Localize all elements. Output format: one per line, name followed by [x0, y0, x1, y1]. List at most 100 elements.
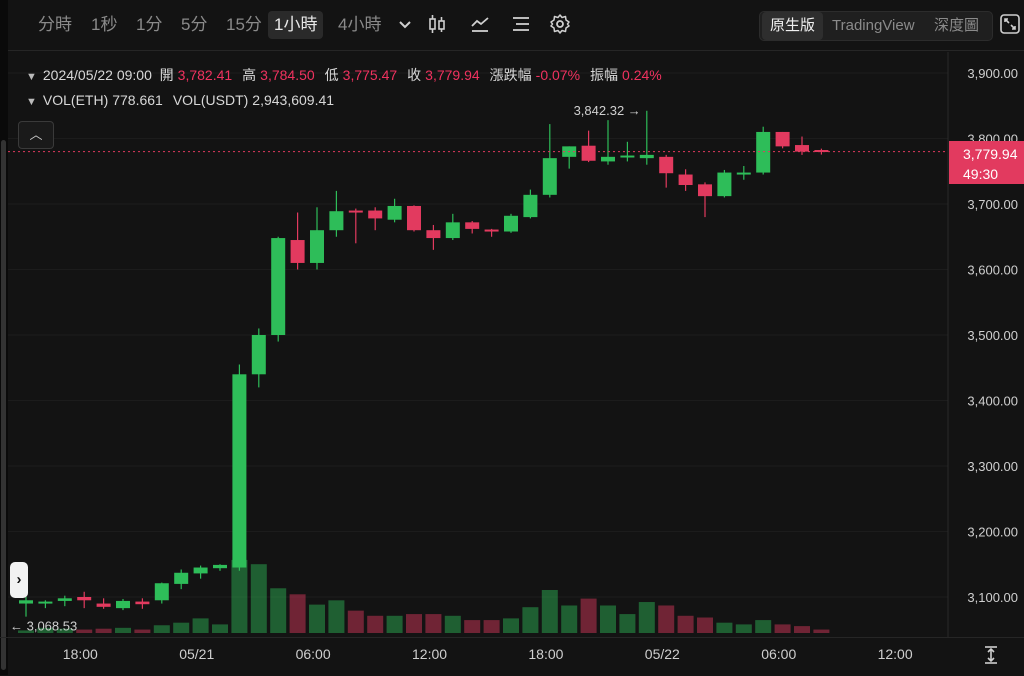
volume-bar	[561, 605, 578, 633]
interval-tab[interactable]: 15分	[226, 15, 262, 34]
indicator-icon[interactable]	[469, 13, 491, 35]
volume-bar	[425, 614, 442, 633]
candle[interactable]	[154, 582, 169, 604]
candle[interactable]	[368, 207, 383, 231]
settings-gear-icon[interactable]	[549, 13, 571, 35]
menu-lines-icon[interactable]	[510, 13, 532, 35]
candle[interactable]	[523, 189, 538, 219]
chevron-down-icon[interactable]: ▼	[26, 96, 37, 108]
collapse-indicators-button[interactable]: ︿	[18, 121, 54, 149]
volume-bar	[212, 624, 228, 633]
candle-body	[814, 150, 829, 153]
candle[interactable]	[329, 190, 344, 237]
candle[interactable]	[736, 166, 751, 180]
candle[interactable]	[562, 146, 577, 169]
change-label: 漲跌幅	[489, 67, 532, 83]
fullscreen-icon[interactable]	[1000, 14, 1020, 34]
interval-tab[interactable]: 分時	[38, 15, 72, 34]
candle[interactable]	[542, 124, 557, 198]
volume-bar	[347, 610, 364, 633]
candle-body	[271, 238, 286, 335]
candle-body	[310, 230, 324, 263]
candle[interactable]	[659, 154, 674, 188]
candle[interactable]	[620, 141, 635, 162]
amplitude-value: 0.24%	[622, 67, 662, 83]
candle[interactable]	[465, 221, 480, 234]
interval-tab-active[interactable]: 1小時	[268, 11, 324, 39]
interval-tab[interactable]: 1分	[136, 15, 163, 34]
interval-tab[interactable]: 1秒	[91, 15, 118, 34]
interval-tab[interactable]: 4小時	[338, 15, 382, 34]
candle[interactable]	[19, 597, 33, 617]
candlestick-icon[interactable]	[426, 13, 448, 35]
candle[interactable]	[678, 169, 693, 191]
candle-body	[154, 583, 169, 601]
candle-body	[426, 230, 441, 239]
candle[interactable]	[174, 569, 189, 590]
candle[interactable]	[484, 228, 499, 237]
candle[interactable]	[77, 591, 92, 609]
candle-body	[542, 158, 557, 195]
candle[interactable]	[698, 182, 712, 218]
view-native-tab[interactable]: 原生版	[762, 12, 824, 40]
candle[interactable]	[407, 205, 421, 232]
view-depth-tab[interactable]: 深度圖	[934, 17, 980, 34]
candle-body	[116, 600, 130, 609]
candle[interactable]	[38, 600, 53, 609]
time-tick-label: 18:00	[62, 646, 98, 662]
time-axis[interactable]: 18:00 05/21 06:00 12:00 18:00 05/22 06:00 12:00	[0, 637, 1024, 676]
high-label: 高	[242, 67, 257, 83]
candle[interactable]	[445, 213, 460, 241]
candle[interactable]	[504, 213, 518, 233]
volume-bar	[115, 627, 131, 633]
candle-body	[523, 194, 538, 218]
candle[interactable]	[426, 224, 441, 250]
candle-body	[601, 156, 615, 162]
candle-body	[736, 172, 751, 175]
candle[interactable]	[795, 136, 809, 155]
chart-toolbar: 分時 1秒 1分 5分 15分 1小時 4小時 原生版 TradingView …	[8, 0, 1024, 51]
candle[interactable]	[310, 207, 324, 270]
candle-body	[193, 567, 208, 574]
candle[interactable]	[96, 598, 111, 609]
volume-bar	[386, 615, 403, 633]
volume-bar	[755, 620, 772, 633]
candle[interactable]	[193, 565, 208, 579]
interval-tab[interactable]: 5分	[181, 15, 208, 34]
candle[interactable]	[601, 120, 615, 165]
candle[interactable]	[116, 598, 130, 611]
time-tick-label: 05/21	[179, 646, 215, 662]
candle[interactable]	[814, 148, 829, 155]
candle-body	[174, 572, 189, 584]
candle[interactable]	[290, 212, 305, 270]
volume-bar	[56, 628, 73, 633]
candle[interactable]	[232, 364, 247, 571]
candle[interactable]	[271, 236, 286, 342]
candle[interactable]	[213, 564, 227, 571]
candle[interactable]	[387, 198, 402, 223]
candle[interactable]	[251, 328, 266, 388]
candle[interactable]	[639, 110, 654, 165]
candle[interactable]	[581, 130, 596, 163]
fit-screen-icon[interactable]	[982, 645, 1000, 665]
vol-usdt-label: VOL(USDT)	[172, 92, 249, 108]
candle[interactable]	[717, 169, 732, 198]
volume-bar	[173, 622, 190, 633]
candle-body	[659, 156, 674, 174]
candle-body	[96, 603, 111, 607]
volume-bar	[658, 605, 675, 633]
candle[interactable]	[348, 208, 363, 244]
chevron-down-icon[interactable]	[394, 13, 416, 35]
view-tradingview-tab[interactable]: TradingView	[832, 17, 915, 34]
candle-body	[639, 154, 654, 159]
expand-sidebar-button[interactable]: ›	[10, 562, 28, 598]
candle[interactable]	[57, 595, 72, 607]
volume-bar	[541, 590, 558, 633]
scroll-track[interactable]	[1, 140, 6, 670]
candle[interactable]	[135, 598, 150, 609]
candle[interactable]	[756, 126, 771, 175]
candle[interactable]	[775, 131, 790, 149]
chevron-down-icon[interactable]: ▼	[26, 71, 37, 83]
candle-body	[19, 600, 33, 604]
